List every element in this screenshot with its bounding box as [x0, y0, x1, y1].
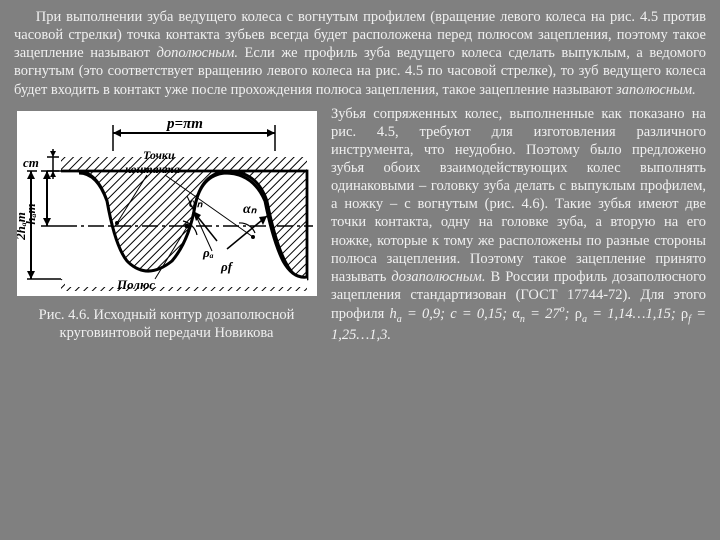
- gear-diagram: p=πm cm hₐm 2hₐm: [17, 111, 317, 296]
- right-column: Зубья сопряженных колес, выполненные как…: [331, 105, 706, 345]
- label-polyus: Полюс: [116, 277, 155, 292]
- left-column: p=πm cm hₐm 2hₐm: [14, 105, 319, 345]
- right-text-4: = 27: [525, 306, 560, 322]
- label-tochki: Точки: [143, 148, 175, 162]
- label-cm: cm: [23, 155, 39, 170]
- figure-caption: Рис. 4.6. Исходный контур дозаполюсной к…: [14, 306, 319, 342]
- top-em-1: дополюсным.: [157, 45, 238, 61]
- label-rhoa: ρₐ: [202, 245, 214, 260]
- right-text-3: = 0,9; c = 0,15;: [402, 306, 512, 322]
- right-text-1: Зубья сопряженных колес, выполненные как…: [331, 106, 706, 285]
- label-2ham: 2hₐm: [17, 212, 28, 241]
- label-alphan: αₙ: [189, 196, 204, 211]
- var-rhof: ρf: [681, 306, 691, 322]
- right-text-6: = 1,14…1,15;: [587, 306, 681, 322]
- label-rhof: ρf: [220, 259, 234, 274]
- var-rhoa: ρa: [575, 306, 587, 322]
- columns: p=πm cm hₐm 2hₐm: [14, 105, 706, 345]
- label-kontakta: контакта: [125, 162, 180, 176]
- top-em-2: заполюсным.: [616, 82, 696, 98]
- right-em-1: дозаполюсным.: [391, 269, 485, 285]
- var-alpha: αn: [512, 306, 525, 322]
- top-paragraph: При выполнении зуба ведущего колеса с во…: [14, 8, 706, 99]
- var-ha: ha: [390, 306, 402, 322]
- right-text-5: ;: [565, 306, 575, 322]
- label-p: p=πm: [165, 116, 203, 132]
- label-alphan2: αₙ: [243, 202, 258, 217]
